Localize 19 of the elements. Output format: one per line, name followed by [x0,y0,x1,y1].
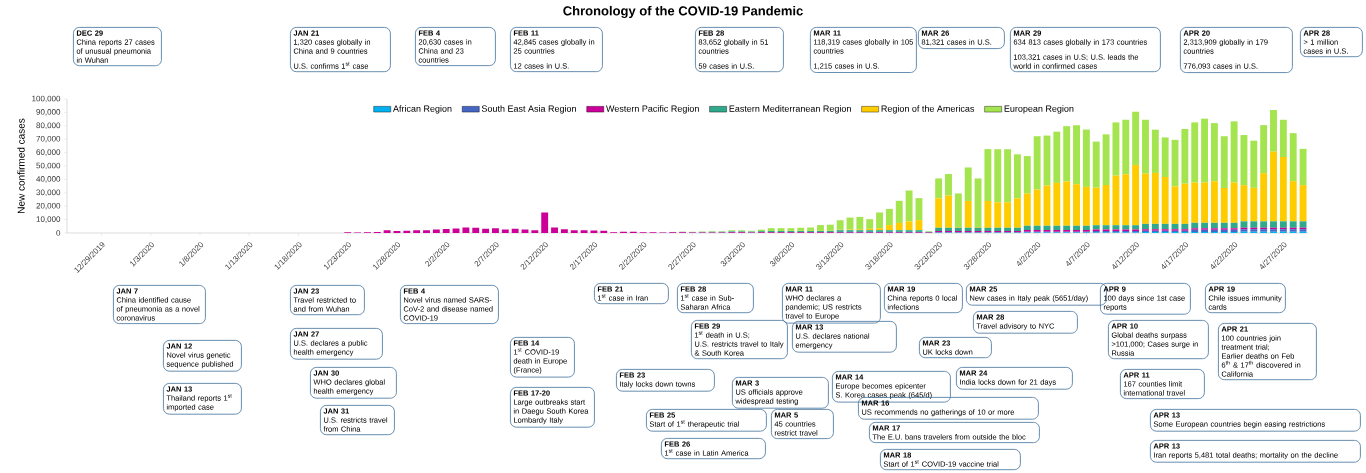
y-tick-label: 20,000 [36,202,61,210]
legend-label: European Region [1004,105,1074,114]
y-tick-label: 40,000 [36,176,61,183]
y-tick-label: 60,000 [36,149,61,156]
legend-label: Eastern Mediterranean Region [729,105,851,114]
y-axis-title: New confirmed cases [17,118,25,213]
y-tick-label: 90,000 [36,109,61,116]
y-tick-label: 70,000 [36,135,61,143]
chart-title: Chronology of the COVID-19 Pandemic [563,5,803,19]
legend-label: Region of the Americas [881,105,975,114]
y-tick-label: 100,000 [32,95,61,103]
y-tick-label: 10,000 [36,216,61,223]
y-tick-label: 30,000 [36,189,61,197]
legend-label: South East Asia Region [481,105,576,114]
y-tick-label: 80,000 [36,122,61,130]
y-tick-label: 0 [56,230,61,236]
legend-label: Western Pacific Region [606,105,699,114]
legend-label: African Region [392,105,452,114]
y-tick-label: 50,000 [36,162,61,170]
